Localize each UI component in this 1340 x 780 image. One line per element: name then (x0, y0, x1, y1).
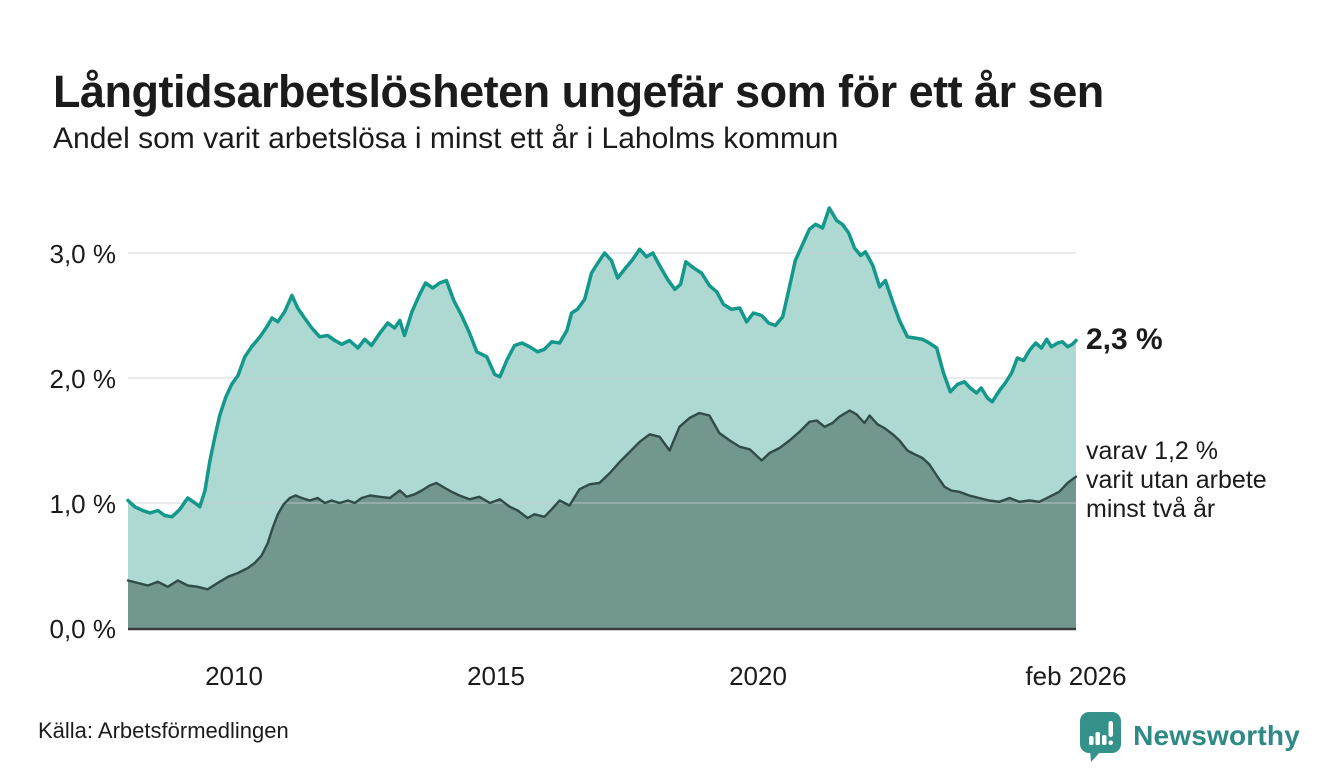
y-tick-label: 3,0 % (49, 239, 117, 269)
x-tick-label: 2015 (467, 661, 525, 691)
two-year-line (126, 409, 1078, 591)
two-year-annotation-line: varit utan arbete (1086, 466, 1267, 494)
newsworthy-logo-text: Newsworthy (1133, 720, 1300, 751)
y-tick-label: 2,0 % (49, 364, 117, 394)
page-title: Långtidsarbetslösheten ungefär som för e… (53, 66, 1104, 118)
two-year-annotation-line: minst två år (1086, 495, 1216, 523)
newsworthy-logo-icon (1080, 712, 1122, 762)
y-tick-label: 0,0 % (49, 614, 117, 644)
x-tick-label: feb 2026 (1025, 661, 1127, 691)
source-note: Källa: Arbetsförmedlingen (38, 718, 289, 743)
newsworthy-logo: Newsworthy (1078, 710, 1300, 762)
total-area-fill (128, 208, 1076, 628)
two-year-annotation-line: varav 1,2 % (1086, 437, 1219, 465)
y-tick-label: 1,0 % (49, 489, 117, 519)
x-tick-label: 2010 (205, 661, 263, 691)
total-end-value-label: 2,3 % (1086, 323, 1163, 356)
x-tick-label: 2020 (729, 661, 787, 691)
total-line (126, 206, 1078, 519)
page-subtitle: Andel som varit arbetslösa i minst ett å… (53, 122, 839, 155)
two-year-annotation: varav 1,2 % varit utan arbete minst två … (1086, 437, 1267, 524)
two-year-area-fill (128, 410, 1076, 628)
